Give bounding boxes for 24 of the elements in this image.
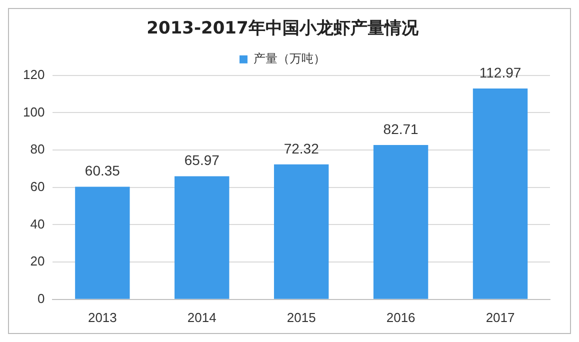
x-tick-label: 2017	[486, 310, 515, 325]
data-label: 65.97	[184, 152, 220, 168]
data-label: 60.35	[84, 162, 120, 179]
data-label: 82.71	[383, 120, 419, 137]
y-tick-label: 100	[22, 104, 45, 120]
y-tick-label: 120	[22, 66, 45, 82]
y-tick-label: 0	[37, 290, 45, 306]
x-tick-label: 2013	[88, 310, 117, 325]
x-tick-label: 2014	[187, 310, 216, 325]
bar	[373, 145, 428, 299]
bar	[174, 176, 230, 299]
legend-label: 产量（万吨）	[254, 52, 326, 66]
data-label: 112.97	[479, 64, 522, 80]
data-label: 72.32	[284, 140, 320, 156]
y-tick-label: 80	[30, 142, 45, 157]
y-tick-label: 40	[30, 216, 45, 232]
y-tick-label: 20	[30, 254, 45, 269]
bar	[472, 88, 528, 299]
y-tick-label: 60	[30, 178, 45, 194]
x-tick-label: 2016	[386, 310, 416, 325]
chart-title: 2013-2017年中国小龙虾产量情况	[146, 18, 420, 39]
x-tick-label: 2015	[286, 310, 316, 325]
bar	[274, 164, 329, 299]
bar	[75, 186, 130, 299]
